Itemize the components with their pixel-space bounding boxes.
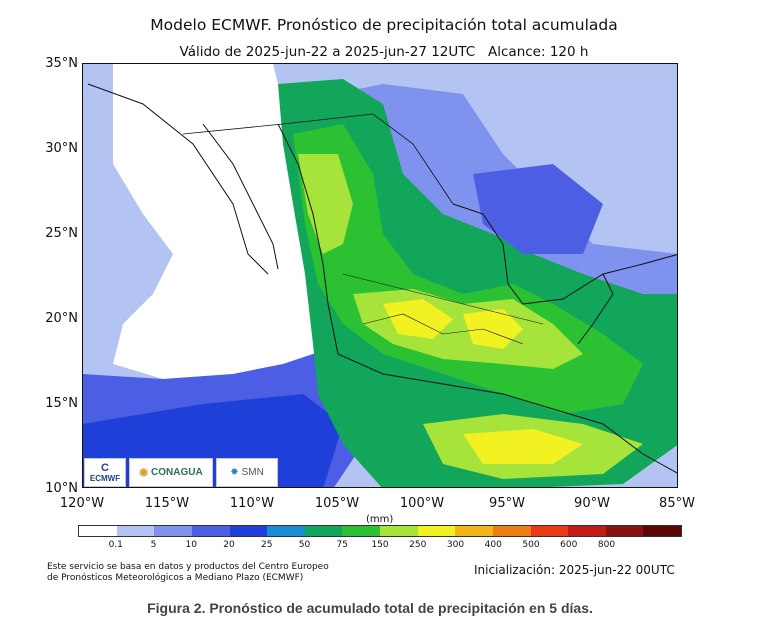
colorbar-swatch	[417, 526, 456, 536]
source-footnote: Este servicio se basa en datos y product…	[47, 562, 329, 584]
colorbar-unit: (mm)	[366, 514, 394, 525]
lat-label-20n: 20°N	[45, 311, 78, 326]
water-drop-icon: ◉	[139, 467, 149, 478]
colorbar-swatch	[304, 526, 343, 536]
colorbar-tick-label: 75	[336, 540, 348, 550]
colorbar-swatch	[154, 526, 192, 536]
lon-label-90w: 90°W	[574, 496, 610, 511]
colorbar-tick-label: 500	[522, 540, 540, 550]
smn-emblem-icon: ✸	[230, 467, 239, 478]
ecmwf-logo-text: ECMWF	[89, 474, 121, 483]
footnote-line-2: de Pronósticos Meteorológicos a Mediano …	[47, 573, 304, 583]
figure-caption: Figura 2. Pronóstico de acumulado total …	[147, 600, 593, 616]
lon-label-120w: 120°W	[59, 496, 105, 511]
initialization-time: Inicialización: 2025-jun-22 00UTC	[474, 563, 675, 577]
colorbar-swatch	[191, 526, 230, 536]
colorbar-tick-label: 150	[371, 540, 389, 550]
map-subtitle: Válido de 2025-jun-22 a 2025-jun-27 12UT…	[179, 44, 589, 60]
colorbar-swatch	[568, 526, 606, 536]
colorbar-tick-label: 10	[185, 540, 197, 550]
lon-label-110w: 110°W	[229, 496, 275, 511]
lat-label-35n: 35°N	[45, 56, 78, 71]
footnote-line-1: Este servicio se basa en datos y product…	[47, 562, 329, 572]
ecmwf-c-icon: Ϲ	[101, 462, 109, 474]
lat-label-10n: 10°N	[45, 481, 78, 496]
lon-label-115w: 115°W	[144, 496, 190, 511]
colorbar-swatch	[643, 526, 681, 536]
smn-logo: ✸ SMN	[216, 458, 278, 487]
lat-label-30n: 30°N	[45, 141, 78, 156]
ecmwf-logo: Ϲ ECMWF	[84, 458, 126, 487]
lon-label-95w: 95°W	[489, 496, 525, 511]
lat-label-15n: 15°N	[45, 396, 78, 411]
colorbar-swatch	[267, 526, 305, 536]
colorbar-tick-label: 25	[261, 540, 273, 550]
colorbar-tick-label: 250	[409, 540, 427, 550]
colorbar-swatch	[455, 526, 493, 536]
lat-label-25n: 25°N	[45, 226, 78, 241]
colorbar-tick-label: 20	[223, 540, 235, 550]
precipitation-map[interactable]	[82, 63, 678, 488]
colorbar-tick-label: 600	[560, 540, 578, 550]
colorbar-swatch	[229, 526, 268, 536]
colorbar-swatch	[79, 526, 117, 536]
colorbar-swatch	[530, 526, 569, 536]
map-title: Modelo ECMWF. Pronóstico de precipitació…	[150, 16, 618, 34]
colorbar-swatch	[116, 526, 155, 536]
colorbar-swatch	[492, 526, 531, 536]
colorbar-tick-label: 800	[597, 540, 616, 550]
colorbar-tick-label: 5	[150, 540, 157, 550]
precipitation-colorbar	[78, 525, 682, 537]
lon-label-85w: 85°W	[659, 496, 695, 511]
colorbar-tick-label: 50	[298, 540, 311, 550]
colorbar-tick-label: 400	[484, 540, 502, 550]
agency-logos: Ϲ ECMWF ◉ CONAGUA ✸ SMN	[84, 458, 280, 487]
lon-label-100w: 100°W	[399, 496, 445, 511]
colorbar-tick-label: 0.1	[108, 540, 123, 550]
colorbar-swatch	[605, 526, 644, 536]
conagua-logo: ◉ CONAGUA	[129, 458, 213, 487]
conagua-logo-text: CONAGUA	[151, 467, 203, 478]
colorbar-swatch	[342, 526, 380, 536]
lon-label-105w: 105°W	[314, 496, 360, 511]
colorbar-tick-label: 300	[446, 540, 465, 550]
colorbar-swatch	[380, 526, 418, 536]
precipitation-field	[83, 64, 677, 487]
smn-logo-text: SMN	[241, 467, 264, 478]
